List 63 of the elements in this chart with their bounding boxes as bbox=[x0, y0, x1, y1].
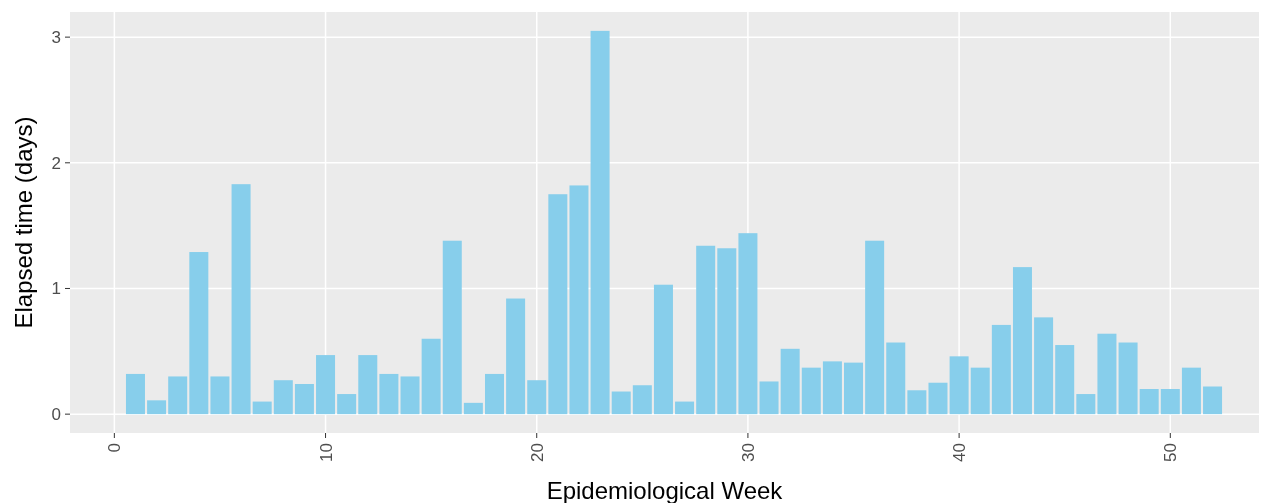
bar bbox=[865, 240, 885, 415]
bar bbox=[844, 362, 864, 415]
bar bbox=[210, 376, 230, 415]
bar bbox=[590, 30, 610, 415]
y-axis-title: Elapsed time (days) bbox=[10, 116, 37, 329]
bar bbox=[189, 252, 209, 415]
bar bbox=[125, 373, 145, 415]
x-tick-label: 40 bbox=[950, 443, 970, 462]
bar bbox=[379, 373, 399, 415]
bar bbox=[928, 382, 948, 415]
x-tick-label: 30 bbox=[738, 443, 758, 462]
bar bbox=[273, 380, 293, 415]
bar bbox=[421, 338, 441, 415]
x-tick-label: 20 bbox=[527, 443, 547, 462]
bar bbox=[696, 245, 716, 415]
bar bbox=[147, 400, 167, 415]
bar bbox=[569, 185, 589, 415]
bar bbox=[1160, 389, 1180, 415]
bar bbox=[822, 361, 842, 415]
bar bbox=[759, 381, 779, 415]
bar bbox=[1181, 367, 1201, 415]
bar bbox=[527, 380, 547, 415]
bar bbox=[991, 324, 1011, 415]
x-tick-label: 50 bbox=[1161, 443, 1181, 462]
bar bbox=[632, 385, 652, 415]
bar bbox=[1097, 333, 1117, 415]
bar bbox=[1203, 386, 1223, 415]
y-tick-label: 0 bbox=[51, 405, 61, 425]
bar bbox=[168, 376, 188, 415]
x-tick-label: 10 bbox=[316, 443, 336, 462]
bar bbox=[548, 194, 568, 415]
bar bbox=[506, 298, 526, 415]
bar bbox=[970, 367, 990, 415]
x-tick-label: 0 bbox=[105, 443, 125, 453]
y-tick-label: 1 bbox=[51, 279, 61, 299]
bar bbox=[231, 184, 251, 415]
bar bbox=[484, 373, 504, 415]
bar bbox=[358, 355, 378, 415]
bar bbox=[463, 402, 483, 415]
bar bbox=[1055, 345, 1075, 415]
bar bbox=[1139, 389, 1159, 415]
bar bbox=[717, 248, 737, 415]
bar bbox=[294, 383, 314, 415]
bar bbox=[801, 367, 821, 415]
bar bbox=[442, 240, 462, 415]
bar bbox=[780, 348, 800, 415]
bar bbox=[738, 233, 758, 415]
bar bbox=[949, 356, 969, 415]
bar bbox=[400, 376, 420, 415]
bar bbox=[252, 401, 272, 415]
bar bbox=[316, 355, 336, 415]
bar bbox=[1034, 317, 1054, 415]
bar bbox=[1012, 267, 1032, 415]
bar bbox=[1076, 394, 1096, 415]
bar bbox=[886, 342, 906, 415]
bar bbox=[907, 390, 927, 415]
y-tick-label: 2 bbox=[51, 153, 61, 173]
bar bbox=[675, 401, 695, 415]
bar bbox=[337, 394, 357, 415]
y-tick-label: 3 bbox=[51, 28, 61, 48]
bar bbox=[1118, 342, 1138, 415]
bar bbox=[653, 284, 673, 415]
bar bbox=[611, 391, 631, 415]
